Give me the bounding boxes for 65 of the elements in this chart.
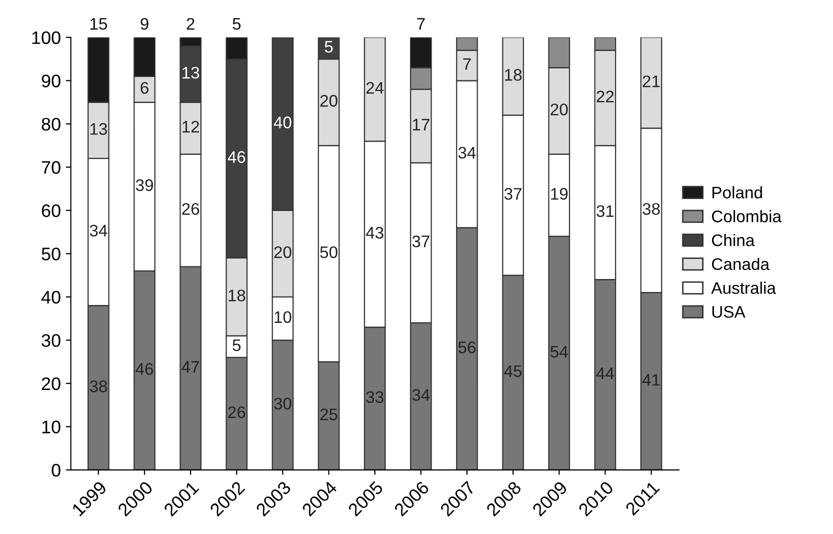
y-tick-label: 70	[42, 161, 60, 174]
data-label: 13	[182, 66, 200, 79]
data-label: 5	[232, 18, 241, 30]
y-tick-label: 100	[32, 31, 60, 44]
data-label: 46	[136, 363, 154, 375]
legend-label: Canada	[712, 258, 770, 270]
legend-label: Poland	[712, 186, 762, 198]
data-label: 22	[596, 90, 614, 102]
data-label: 47	[182, 361, 200, 373]
data-label: 40	[274, 116, 292, 128]
y-tick-label: 90	[42, 74, 60, 88]
data-label: 43	[366, 226, 384, 239]
data-label: 25	[320, 408, 338, 420]
data-label: 2	[186, 18, 194, 30]
data-label: 30	[274, 398, 292, 410]
y-tick-label: 60	[42, 204, 60, 218]
data-label: 39	[136, 179, 153, 192]
data-label: 9	[140, 18, 148, 30]
data-label: 54	[550, 346, 568, 358]
data-label: 37	[504, 188, 522, 200]
data-label: 20	[550, 104, 568, 116]
legend-label: USA	[712, 306, 746, 318]
data-label: 34	[90, 224, 108, 236]
data-label: 38	[642, 203, 660, 215]
data-label: 44	[596, 368, 614, 380]
data-label: 34	[458, 146, 476, 159]
data-label: 31	[596, 205, 614, 218]
data-label: 33	[366, 391, 384, 404]
data-label: 10	[274, 311, 292, 324]
data-label: 5	[232, 339, 241, 352]
data-label: 18	[228, 290, 246, 302]
data-label: 19	[551, 188, 568, 200]
y-tick-label: 30	[42, 334, 60, 347]
data-label: 17	[412, 118, 430, 130]
data-label: 12	[182, 120, 200, 133]
data-label: 50	[320, 246, 338, 258]
data-label: 7	[417, 18, 425, 30]
y-tick-label: 80	[42, 118, 60, 131]
y-tick-label: 40	[41, 290, 60, 304]
data-label: 20	[274, 246, 292, 258]
data-label: 38	[90, 380, 107, 392]
legend-label: Australia	[711, 282, 776, 294]
legend-label: Colombia	[712, 210, 782, 222]
data-label: 20	[320, 94, 338, 107]
data-label: 5	[324, 41, 333, 53]
data-label: 6	[140, 82, 148, 94]
data-label: 34	[412, 389, 430, 401]
data-label: 18	[505, 68, 522, 81]
y-tick-label: 10	[42, 420, 60, 434]
data-label: 41	[642, 374, 660, 386]
y-tick-label: 20	[42, 377, 60, 390]
data-label: 56	[458, 341, 476, 354]
data-label: 37	[412, 236, 430, 248]
data-label: 7	[463, 58, 471, 70]
data-label: 21	[642, 75, 660, 88]
data-label: 46	[228, 151, 246, 163]
data-label: 24	[366, 82, 384, 94]
data-label: 13	[90, 123, 107, 135]
data-label: 26	[182, 203, 200, 215]
data-label: 26	[228, 406, 246, 418]
data-label: 45	[504, 365, 522, 378]
y-tick-label: 50	[42, 248, 60, 260]
data-label: 15	[90, 18, 108, 30]
y-tick-label: 0	[52, 464, 60, 477]
legend-label: China	[712, 234, 755, 246]
